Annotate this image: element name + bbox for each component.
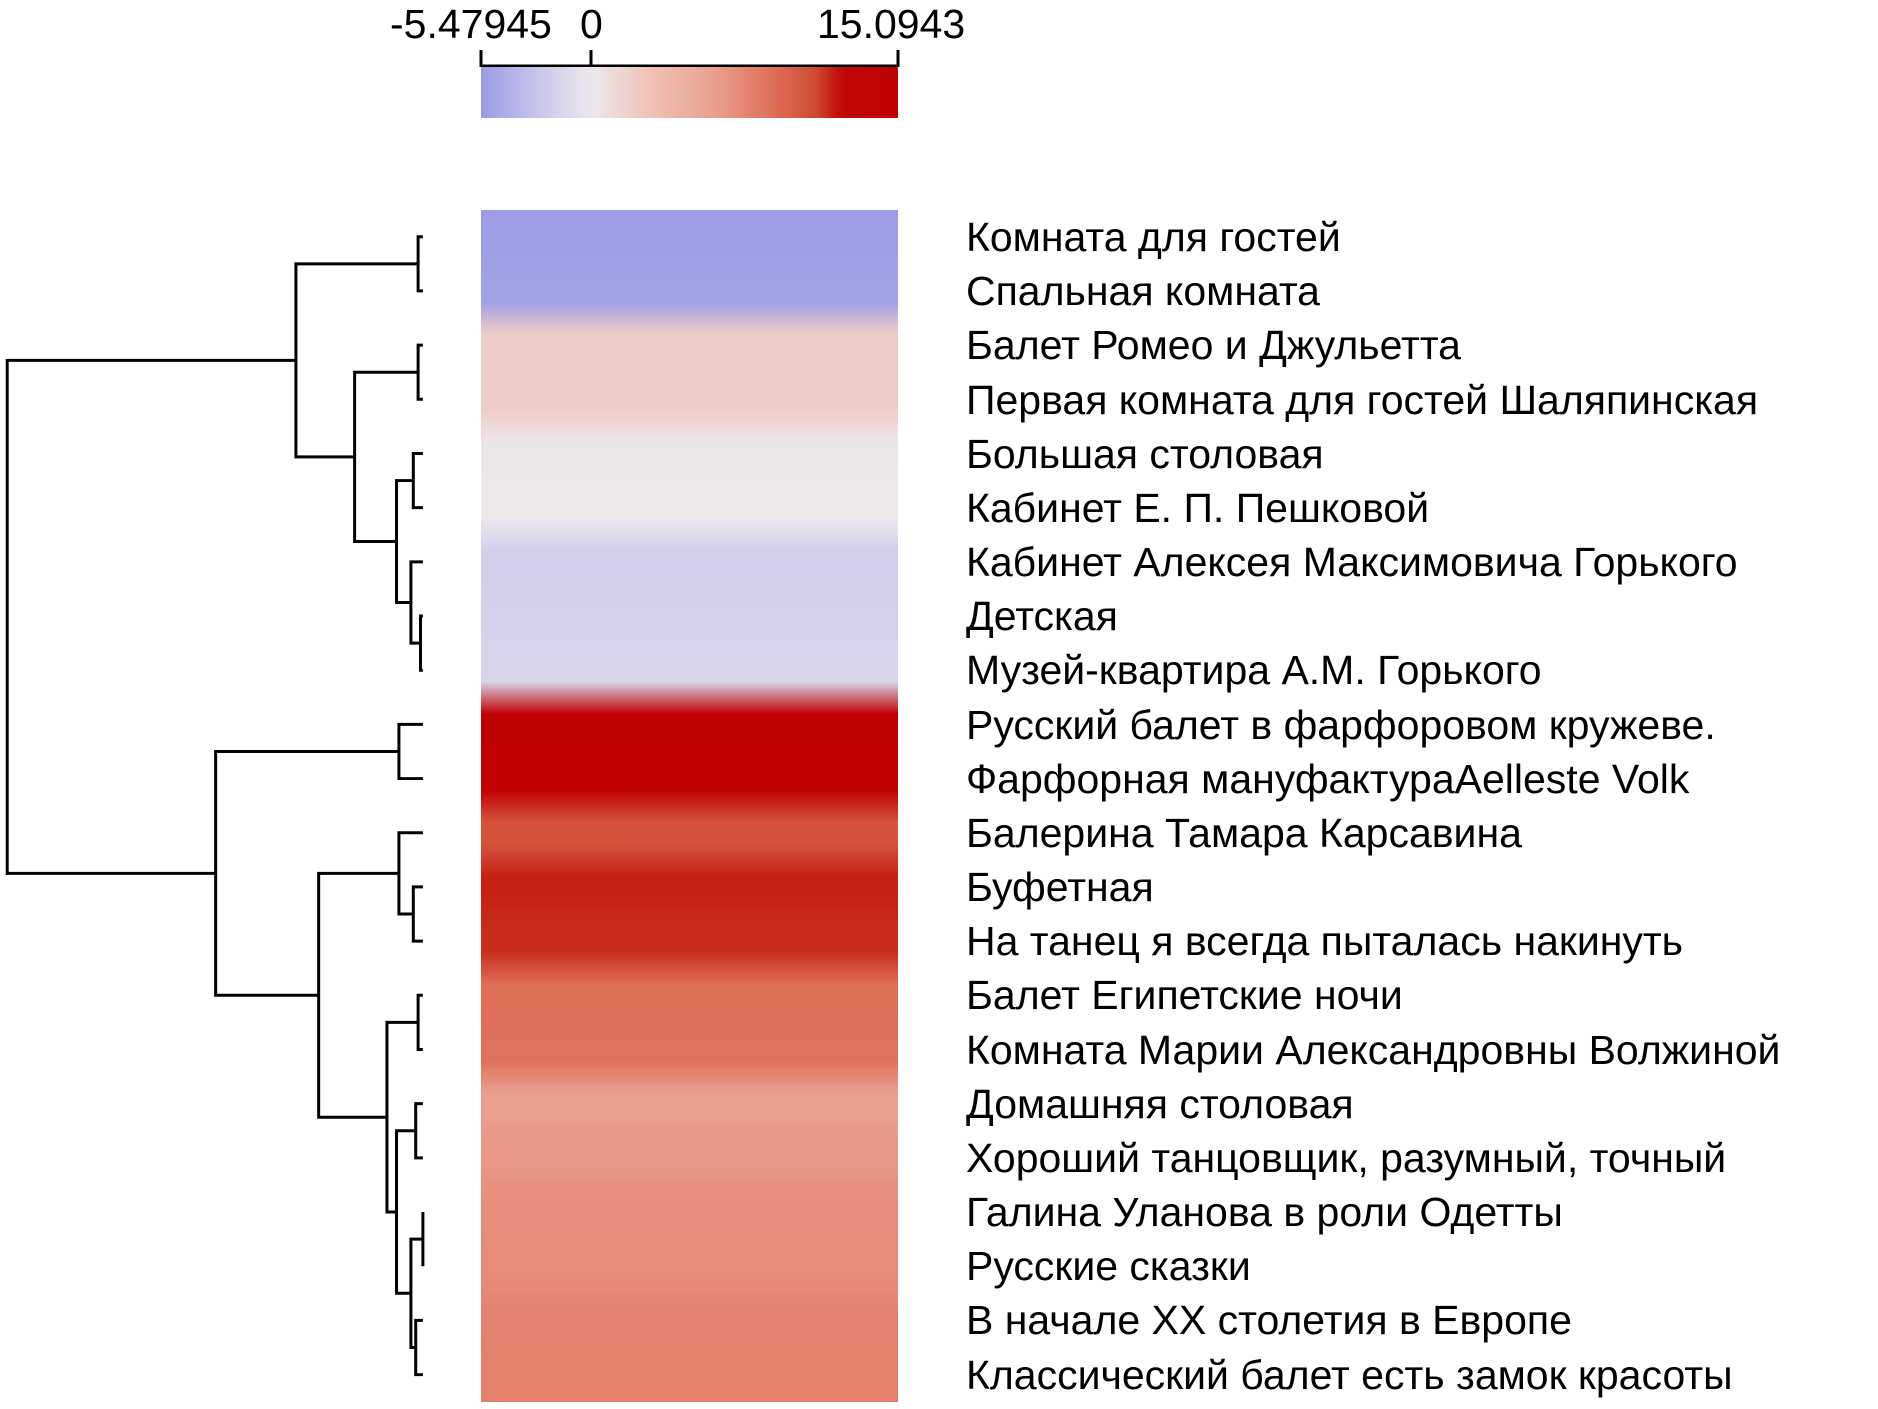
row-label: Кабинет Алексея Максимовича Горького [966, 539, 1738, 586]
colorbar-min-label: -5.47945 [390, 1, 552, 47]
dendrogram-branch [294, 262, 419, 459]
row-dendrogram [5, 235, 425, 1377]
row-label: Комната для гостей [966, 214, 1341, 260]
dendrogram-branch [397, 831, 423, 916]
row-label: Домашняя столовая [966, 1080, 1354, 1127]
row-labels: Комната для гостей Спальная комната Балет … [966, 210, 1878, 1402]
row-label: Хороший танцовщик, разумный, точный [966, 1134, 1727, 1181]
colorbar-max-label: 15.0943 [817, 1, 966, 47]
dendrogram-branch [419, 614, 423, 672]
heatmap-cell [481, 318, 898, 373]
heatmap-cell [481, 264, 898, 319]
row-label: Большая столовая [966, 430, 1324, 477]
heatmap-cell [481, 535, 898, 590]
dendrogram-branch [414, 1102, 423, 1160]
dendrogram-branch [411, 451, 423, 510]
dendrogram-branch [395, 1129, 416, 1295]
heatmap-cell [481, 643, 898, 698]
row-label: Первая комната для гостей Шаляпинская [966, 376, 1759, 423]
heatmap-cell [481, 1130, 898, 1186]
dendrogram-branch [416, 343, 423, 401]
colorbar [481, 67, 898, 118]
dendrogram-branch [411, 885, 423, 943]
heatmap-cell [481, 968, 898, 1023]
heatmap-cell [481, 1022, 898, 1077]
row-label: В начале XX столетия в Европе [966, 1297, 1572, 1344]
heatmap-cell [481, 805, 898, 861]
dendrogram-branch [385, 1020, 419, 1214]
heatmap-cell [481, 1239, 898, 1294]
heatmap-cell [481, 697, 898, 752]
heatmap-cell [481, 1293, 898, 1348]
dendrogram-branch [416, 235, 423, 293]
row-label: Русский балет в фарфоровом кружеве. [966, 701, 1716, 748]
heatmap-cell [481, 1076, 898, 1131]
row-label: Галина Уланова в роли Одетты [966, 1189, 1563, 1236]
dendrogram-branch [353, 370, 419, 544]
row-label: Фарфорная мануфактураAelleste Volk [966, 755, 1690, 802]
heatmap [481, 210, 898, 1402]
heatmap-cell [481, 372, 898, 427]
row-label: Музей-квартира А.М. Горького [966, 647, 1542, 694]
row-label: Балет Египетские ночи [966, 972, 1403, 1019]
colorbar-zero-label: 0 [580, 1, 603, 47]
row-label: Балерина Тамара Карсавина [966, 809, 1522, 856]
dendrogram-branch [5, 358, 296, 875]
row-label: На танец я всегда пыталась накинуть [966, 918, 1684, 965]
heatmap-cell [481, 860, 898, 915]
row-label: Классический балет есть замок красоты [966, 1351, 1733, 1398]
row-label: Русские сказки [966, 1243, 1251, 1290]
heatmap-cell [481, 914, 898, 969]
heatmap-cell [481, 589, 898, 644]
heatmap-cell [481, 210, 898, 265]
row-label: Спальная комната [966, 268, 1320, 315]
row-label: Комната Марии Александровны Волжиной [966, 1026, 1781, 1073]
row-label: Буфетная [966, 864, 1154, 911]
dendrogram-branch [414, 1318, 423, 1377]
heatmap-cell [481, 480, 898, 536]
heatmap-cell [481, 1185, 898, 1240]
colorbar-axis [479, 50, 900, 68]
dendrogram-branch [397, 722, 423, 781]
heatmap-cell [481, 1347, 898, 1402]
heatmap-cell [481, 751, 898, 806]
row-label: Детская [966, 593, 1118, 640]
row-label: Балет Ромео и Джульетта [966, 322, 1461, 369]
row-label: Кабинет Е. П. Пешковой [966, 484, 1430, 531]
dendrogram-branch [416, 993, 423, 1051]
colorbar-labels: -5.47945 0 15.0943 [0, 0, 1000, 50]
heatmap-cell [481, 426, 898, 481]
